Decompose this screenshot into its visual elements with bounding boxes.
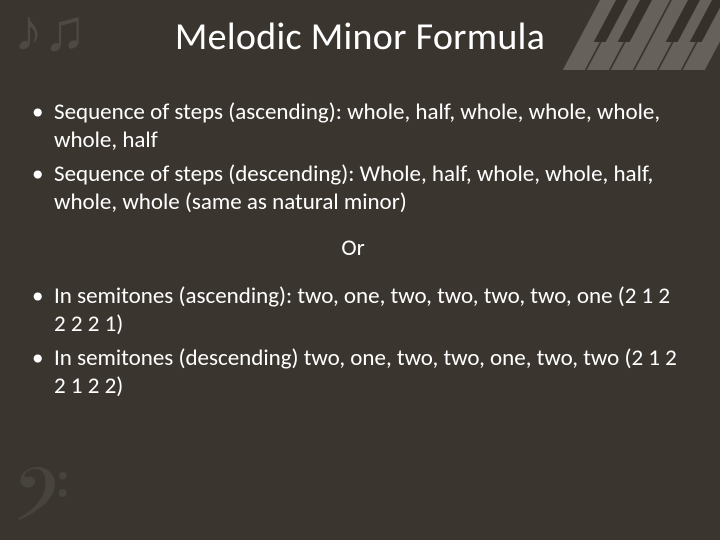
list-item: In semitones (descending) two, one, two,… xyxy=(26,344,680,400)
list-item: In semitones (ascending): two, one, two,… xyxy=(26,282,680,338)
bullet-list-1: Sequence of steps (ascending): whole, ha… xyxy=(26,98,680,216)
list-item: Sequence of steps (ascending): whole, ha… xyxy=(26,98,680,154)
bullet-list-2: In semitones (ascending): two, one, two,… xyxy=(26,282,680,400)
separator-text: Or xyxy=(26,234,680,262)
slide-title: Melodic Minor Formula xyxy=(0,14,720,60)
slide: ♪♫ 𝄢 Melodic Minor Formula Sequence of s… xyxy=(0,0,720,540)
list-item: Sequence of steps (descending): Whole, h… xyxy=(26,160,680,216)
slide-body: Sequence of steps (ascending): whole, ha… xyxy=(26,98,680,414)
bass-clef-icon: 𝄢 xyxy=(12,478,70,532)
